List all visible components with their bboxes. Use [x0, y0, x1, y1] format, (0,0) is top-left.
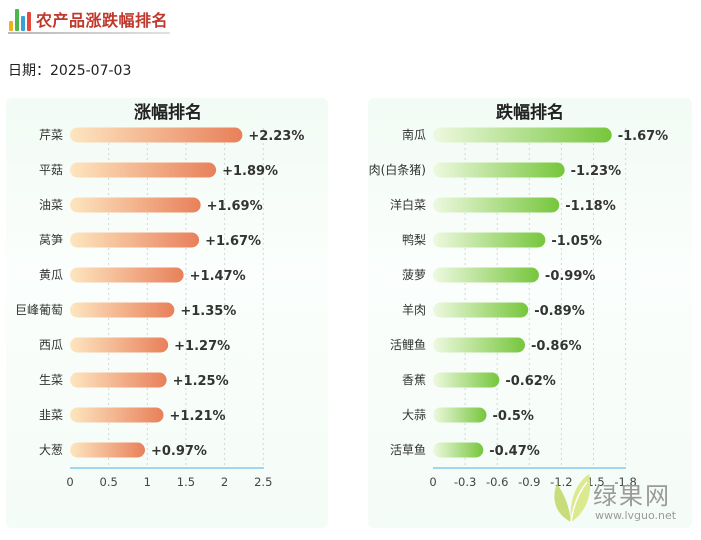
rise-bar: [70, 162, 217, 178]
fall-category-label: 菠萝: [402, 268, 426, 282]
fall-value-label: -1.05%: [551, 234, 602, 249]
fall-value-label: -0.86%: [531, 339, 582, 354]
fall-value-label: -0.99%: [545, 269, 596, 284]
fall-bar: [433, 302, 529, 318]
rise-tick-label: 2.5: [254, 475, 272, 489]
bar-chart-icon: [8, 7, 32, 31]
fall-category-label: 肉(白条猪): [369, 162, 426, 177]
rise-chart: 涨幅排名 0 0.5 1 1.5 2 2.5 芹菜 +2.23% 平菇 +1.89% 油菜 +1.69%…: [15, 102, 304, 489]
watermark-url: www.lvguo.net: [595, 509, 677, 522]
fall-bar: [433, 162, 565, 178]
fall-category-label: 活草鱼: [390, 443, 426, 457]
rise-bar: [70, 372, 167, 388]
rise-category-label: 黄瓜: [39, 268, 63, 282]
fall-tick-label: -0.9: [518, 475, 540, 489]
rise-tick-label: 0: [66, 475, 73, 489]
rise-value-label: +1.25%: [173, 374, 229, 389]
rise-category-label: 芹菜: [39, 128, 63, 142]
fall-value-label: -0.89%: [534, 304, 585, 319]
fall-bar: [433, 442, 484, 458]
rise-value-label: +1.21%: [170, 409, 226, 424]
rise-category-label: 平菇: [39, 163, 63, 177]
rise-bar: [70, 407, 164, 423]
fall-bar: [433, 267, 539, 283]
rise-bar: [70, 127, 243, 143]
rise-category-label: 韭菜: [39, 408, 63, 422]
rise-value-label: +0.97%: [151, 444, 207, 459]
watermark: 绿果网 www.lvguo.net: [549, 470, 699, 530]
fall-value-label: -1.67%: [618, 129, 669, 144]
rise-bar: [70, 302, 175, 318]
fall-tick-label: 0: [429, 475, 436, 489]
rise-tick-label: 2: [221, 475, 228, 489]
watermark-name: 绿果网: [593, 482, 671, 510]
header-underline: [8, 32, 170, 34]
rise-value-label: +1.67%: [205, 234, 261, 249]
rise-value-label: +1.47%: [190, 269, 246, 284]
fall-chart-title: 跌幅排名: [496, 102, 564, 123]
rise-value-label: +1.27%: [174, 339, 230, 354]
fall-bar: [433, 127, 612, 143]
fall-category-label: 洋白菜: [390, 197, 426, 212]
rise-value-label: +2.23%: [248, 129, 304, 144]
rise-category-label: 莴笋: [39, 232, 63, 247]
rise-bar: [70, 337, 169, 353]
fall-tick-label: -1.8: [614, 475, 636, 489]
fall-bar: [433, 372, 500, 388]
fall-value-label: -0.47%: [489, 444, 540, 459]
rise-category-label: 大葱: [39, 443, 63, 457]
fall-category-label: 羊肉: [402, 302, 426, 317]
fall-bar: [433, 232, 546, 248]
rise-chart-title: 涨幅排名: [134, 102, 202, 123]
rise-value-label: +1.35%: [180, 304, 236, 319]
fall-tick-label: -0.3: [454, 475, 476, 489]
rise-tick-label: 1: [144, 475, 151, 489]
fall-value-label: -0.5%: [493, 409, 534, 424]
fall-value-label: -0.62%: [505, 374, 555, 389]
fall-category-label: 鸭梨: [402, 233, 426, 247]
fall-bar: [433, 407, 487, 423]
fall-tick-label: -0.6: [486, 475, 508, 489]
rise-category-label: 油菜: [39, 198, 63, 212]
date-line: 日期：2025-07-03: [8, 63, 132, 79]
page-header: 农产品涨跌幅排名: [8, 2, 168, 36]
fall-category-label: 香蕉: [402, 373, 426, 387]
rise-tick-label: 0.5: [100, 475, 118, 489]
leaf-logo-icon: [554, 474, 591, 523]
rise-bar: [70, 267, 184, 283]
fall-category-label: 活鲤鱼: [390, 338, 426, 352]
rise-bar: [70, 232, 200, 248]
rise-value-label: +1.69%: [207, 199, 263, 214]
fall-category-label: 大蒜: [402, 408, 426, 422]
rise-category-label: 生菜: [39, 373, 63, 387]
fall-bar: [433, 197, 560, 213]
fall-tick-label: -1.2: [550, 475, 572, 489]
fall-bar: [433, 337, 526, 353]
rise-tick-label: 1.5: [177, 475, 195, 489]
rise-bar: [70, 197, 201, 213]
rise-category-label: 巨峰葡萄: [15, 303, 63, 317]
fall-value-label: -1.18%: [565, 199, 616, 214]
page-title: 农产品涨跌幅排名: [36, 11, 169, 30]
fall-value-label: -1.23%: [571, 164, 622, 179]
rise-bar: [70, 442, 145, 458]
rise-category-label: 西瓜: [39, 338, 63, 352]
rise-value-label: +1.89%: [222, 164, 278, 179]
fall-category-label: 南瓜: [402, 127, 426, 142]
